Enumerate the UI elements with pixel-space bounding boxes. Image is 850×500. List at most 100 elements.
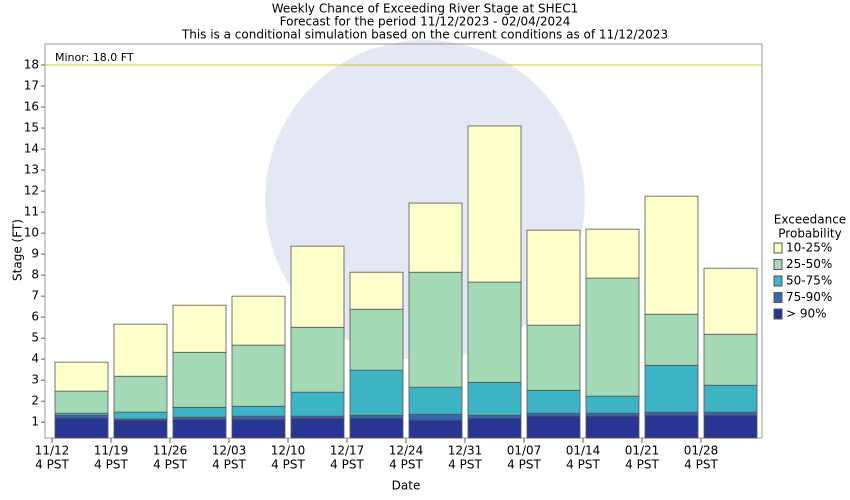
x-tick-sublabel: 4 PST bbox=[566, 458, 600, 472]
y-tick-label: 17 bbox=[24, 79, 39, 93]
x-axis-label: Date bbox=[392, 479, 421, 493]
bar-segment bbox=[703, 333, 758, 386]
legend-title: Exceedance bbox=[774, 213, 846, 227]
legend-swatch bbox=[773, 308, 783, 320]
legend-swatch bbox=[773, 259, 783, 270]
bar-segment bbox=[231, 418, 286, 439]
bar-segment bbox=[290, 391, 345, 417]
plot-frame bbox=[44, 43, 763, 439]
y-tick-label: 16 bbox=[24, 100, 39, 114]
legend-label: > 90% bbox=[786, 307, 827, 321]
x-tick-sublabel: 4 PST bbox=[507, 458, 541, 472]
y-tick-label: 18 bbox=[24, 58, 39, 72]
bar-segment bbox=[172, 406, 227, 418]
x-tick-label: 01/14 bbox=[566, 444, 601, 458]
bar-segment bbox=[585, 415, 640, 439]
y-tick-label: 5 bbox=[31, 331, 39, 345]
bar-segment bbox=[231, 415, 286, 420]
x-tick-sublabel: 4 PST bbox=[153, 458, 187, 472]
bar-segment bbox=[526, 229, 581, 326]
x-tick-sublabel: 4 PST bbox=[330, 458, 364, 472]
bar-segment bbox=[290, 245, 345, 328]
bar-segment bbox=[585, 395, 640, 414]
y-tick-label: 3 bbox=[31, 373, 39, 387]
x-tick-label: 11/12 bbox=[35, 444, 70, 458]
bar-segment bbox=[54, 390, 109, 414]
legend-label: 50-75% bbox=[786, 274, 832, 288]
bar-segment bbox=[526, 415, 581, 439]
x-tick-label: 01/21 bbox=[625, 444, 660, 458]
bar-segment bbox=[644, 411, 699, 416]
bar-segment bbox=[585, 412, 640, 417]
bar-segment bbox=[231, 295, 286, 346]
x-tick-sublabel: 4 PST bbox=[94, 458, 128, 472]
bar-segment bbox=[703, 411, 758, 416]
x-tick-sublabel: 4 PST bbox=[448, 458, 482, 472]
x-tick-label: 01/28 bbox=[684, 444, 719, 458]
y-tick-label: 9 bbox=[31, 247, 39, 261]
bar-segment bbox=[467, 381, 522, 416]
x-tick-sublabel: 4 PST bbox=[212, 458, 246, 472]
bar-segment bbox=[231, 405, 286, 417]
chart-subtitle: Forecast for the period 11/12/2023 - 02/… bbox=[280, 15, 571, 29]
y-tick-label: 8 bbox=[31, 268, 39, 282]
bar-segment bbox=[644, 313, 699, 366]
y-tick-label: 14 bbox=[24, 142, 39, 156]
x-tick-label: 12/17 bbox=[330, 444, 365, 458]
y-tick-label: 6 bbox=[31, 310, 39, 324]
legend-label: 75-90% bbox=[786, 290, 832, 304]
legend-swatch bbox=[773, 275, 783, 287]
bar-segment bbox=[349, 271, 404, 310]
bar-segment bbox=[290, 417, 345, 439]
y-tick-label: 13 bbox=[24, 163, 39, 177]
legend-swatch bbox=[773, 242, 783, 254]
y-tick-label: 12 bbox=[24, 184, 39, 198]
legend-swatch bbox=[773, 292, 783, 303]
x-tick-sublabel: 4 PST bbox=[271, 458, 305, 472]
bar-segment bbox=[408, 413, 463, 421]
x-tick-label: 11/26 bbox=[153, 444, 188, 458]
x-tick-label: 12/10 bbox=[271, 444, 306, 458]
y-axis-label: Stage (FT) bbox=[11, 219, 25, 281]
bar-segment bbox=[526, 324, 581, 391]
y-tick-label: 2 bbox=[31, 394, 39, 408]
y-tick-label: 11 bbox=[24, 205, 39, 219]
bar-segment bbox=[467, 125, 522, 283]
bar-segment bbox=[54, 417, 109, 439]
bar-segment bbox=[113, 419, 168, 439]
chart-title: Weekly Chance of Exceeding River Stage a… bbox=[272, 2, 579, 16]
bar-segment bbox=[290, 326, 345, 393]
bar-segment bbox=[644, 414, 699, 439]
y-tick-label: 1 bbox=[31, 415, 39, 429]
legend-label: 25-50% bbox=[786, 257, 832, 271]
bar-segment bbox=[349, 369, 404, 416]
x-tick-label: 12/03 bbox=[212, 444, 247, 458]
x-tick-sublabel: 4 PST bbox=[684, 458, 718, 472]
bar-segment bbox=[585, 228, 640, 279]
legend-title: Probability bbox=[778, 227, 841, 241]
bar-segment bbox=[467, 417, 522, 439]
x-tick-sublabel: 4 PST bbox=[625, 458, 659, 472]
y-tick-label: 10 bbox=[24, 226, 39, 240]
bar-segment bbox=[644, 195, 699, 315]
x-tick-sublabel: 4 PST bbox=[389, 458, 423, 472]
bar-segment bbox=[349, 414, 404, 419]
x-tick-sublabel: 4 PST bbox=[35, 458, 69, 472]
bar-segment bbox=[467, 281, 522, 383]
y-tick-label: 7 bbox=[31, 289, 39, 303]
bar-segment bbox=[703, 267, 758, 335]
threshold-label: Minor: 18.0 FT bbox=[55, 51, 134, 64]
bar-segment bbox=[703, 414, 758, 439]
bar-segment bbox=[113, 411, 168, 420]
legend-label: 10-25% bbox=[786, 241, 832, 255]
bar-segment bbox=[408, 271, 463, 388]
bar-segment bbox=[644, 364, 699, 413]
bar-segment bbox=[526, 412, 581, 417]
bar-segment bbox=[408, 202, 463, 273]
bar-segment bbox=[54, 414, 109, 419]
bar-segment bbox=[408, 419, 463, 439]
x-tick-label: 12/31 bbox=[448, 444, 483, 458]
chart-subtitle: This is a conditional simulation based o… bbox=[181, 28, 668, 42]
bar-segment bbox=[349, 308, 404, 371]
